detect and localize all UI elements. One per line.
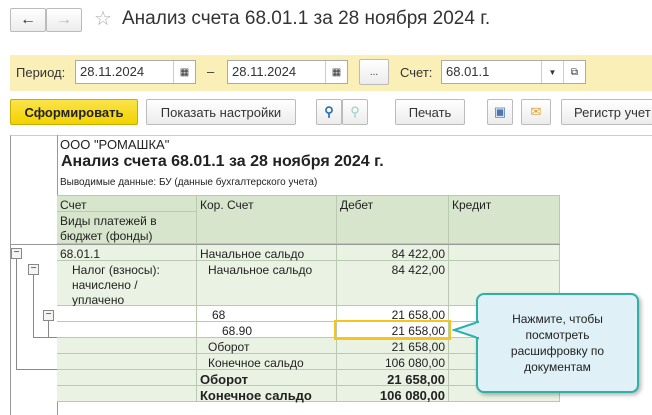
generate-button[interactable]: Сформировать: [10, 99, 138, 125]
selected-cell-highlight: [334, 320, 451, 340]
save-icon[interactable]: ▣: [487, 99, 513, 125]
collapse-68-01-1-icon[interactable]: −: [11, 248, 22, 259]
header-credit: Кредит: [449, 195, 560, 244]
header-payment-types: Виды платежей в бюджет (фонды): [57, 212, 197, 244]
callout-pointer: [452, 320, 480, 340]
collapse-68-icon[interactable]: −: [43, 310, 54, 321]
row-debit-cell[interactable]: 84 422,00: [337, 245, 449, 261]
row-debit-cell[interactable]: 21 658,00: [337, 306, 449, 322]
row-corr-cell: 68.90: [197, 322, 337, 338]
row-corr-cell: Начальное сальдо: [197, 245, 337, 261]
row-corr-cell: Оборот: [197, 338, 337, 354]
row-corr-cell: Начальное сальдо: [197, 261, 337, 306]
search-reset-button[interactable]: ⚲: [342, 99, 368, 125]
header-corr: Кор. Счет: [197, 195, 337, 244]
row-corr-cell: Конечное сальдо: [197, 354, 337, 370]
calendar-icon[interactable]: ▦: [325, 61, 347, 83]
show-settings-button[interactable]: Показать настройки: [146, 99, 296, 125]
forward-button[interactable]: →: [46, 8, 82, 32]
row-corr-cell: Конечное сальдо: [197, 386, 337, 403]
collapse-tax-icon[interactable]: −: [28, 264, 39, 275]
header-account: Счет: [57, 195, 197, 212]
row-account-cell: [57, 322, 197, 338]
favorite-star-icon[interactable]: ☆: [94, 8, 112, 30]
period-label: Период:: [16, 65, 66, 80]
period-select-button[interactable]: ...: [359, 59, 389, 85]
row-debit-cell[interactable]: 106 080,00: [337, 354, 449, 370]
print-button[interactable]: Печать: [395, 99, 465, 125]
date-to-field[interactable]: 28.11.2024 ▦: [227, 60, 348, 84]
report-org: ООО "РОМАШКА": [60, 137, 170, 152]
row-account-cell: [57, 338, 197, 354]
row-corr-cell: 68: [197, 306, 337, 322]
email-icon[interactable]: ✉: [521, 99, 551, 125]
row-account-cell: [57, 306, 197, 322]
window-title: Анализ счета 68.01.1 за 28 ноября 2024 г…: [122, 8, 491, 29]
account-field[interactable]: 68.01.1 ▼ ⧉: [441, 60, 586, 84]
back-button[interactable]: ←: [10, 8, 46, 32]
row-debit-cell[interactable]: 21 658,00: [337, 322, 449, 338]
row-account-cell: Налог (взносы): начислено / уплачено: [57, 261, 197, 307]
row-account-cell: [57, 386, 197, 402]
open-icon[interactable]: ⧉: [563, 61, 585, 83]
report-subtitle: Выводимые данные: БУ (данные бухгалтерск…: [60, 177, 318, 188]
row-account-cell: [57, 370, 197, 386]
register-button[interactable]: Регистр учет: [561, 99, 652, 125]
row-debit-cell[interactable]: 21 658,00: [337, 338, 449, 354]
search-button[interactable]: ⚲: [316, 99, 342, 125]
report-title: Анализ счета 68.01.1 за 28 ноября 2024 г…: [61, 153, 384, 170]
row-debit-cell[interactable]: 21 658,00: [337, 370, 449, 387]
row-debit-cell[interactable]: 84 422,00: [337, 261, 449, 306]
dropdown-icon[interactable]: ▼: [541, 61, 563, 83]
header-debit: Дебет: [337, 195, 449, 244]
period-dash: –: [207, 64, 215, 79]
tooltip-callout: Нажмите, чтобы посмотреть расшифровку по…: [476, 293, 639, 393]
row-account-cell: [57, 354, 197, 370]
row-account-cell: 68.01.1: [57, 245, 197, 261]
row-debit-cell[interactable]: 106 080,00: [337, 386, 449, 403]
calendar-icon[interactable]: ▦: [173, 61, 195, 83]
account-label: Счет:: [400, 65, 433, 80]
row-corr-cell: Оборот: [197, 370, 337, 387]
date-from-field[interactable]: 28.11.2024 ▦: [75, 60, 196, 84]
row-credit-cell: [449, 245, 560, 261]
report-area: [10, 135, 652, 415]
